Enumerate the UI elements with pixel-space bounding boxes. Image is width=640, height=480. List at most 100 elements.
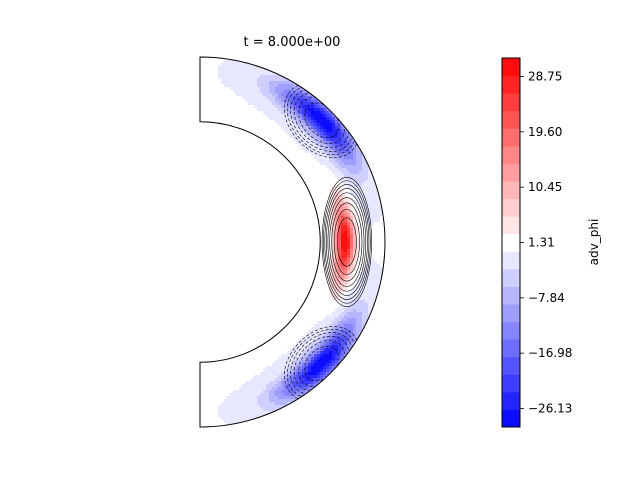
field-cell	[236, 102, 240, 106]
field-cell	[347, 210, 351, 214]
field-cell	[206, 93, 210, 97]
field-cell	[320, 123, 324, 127]
field-cell	[239, 96, 243, 100]
field-cell	[263, 345, 267, 349]
field-cell	[335, 306, 339, 310]
field-cell	[212, 120, 216, 124]
field-cell	[311, 171, 315, 175]
field-cell	[374, 222, 378, 226]
field-cell	[314, 327, 318, 331]
field-cell	[362, 285, 366, 289]
field-cell	[269, 78, 273, 82]
field-cell	[332, 303, 336, 307]
field-cell	[203, 96, 207, 100]
field-cell	[338, 306, 342, 310]
field-cell	[275, 363, 279, 367]
field-cell	[371, 234, 375, 238]
field-cell	[308, 339, 312, 343]
field-cell	[335, 357, 339, 361]
field-cell	[362, 186, 366, 190]
field-cell	[305, 333, 309, 337]
field-cell	[308, 369, 312, 373]
field-cell	[302, 369, 306, 373]
field-cell	[320, 192, 324, 196]
field-cell	[257, 372, 261, 376]
field-cell	[371, 246, 375, 250]
field-cell	[323, 117, 327, 121]
field-cell	[272, 372, 276, 376]
field-cell	[353, 228, 357, 232]
field-cell	[329, 192, 333, 196]
field-cell	[275, 411, 279, 415]
field-cell	[254, 408, 258, 412]
field-cell	[377, 258, 381, 262]
field-cell	[239, 99, 243, 103]
field-cell	[227, 87, 231, 91]
field-cell	[329, 249, 333, 253]
field-cell	[344, 228, 348, 232]
field-cell	[284, 87, 288, 91]
field-cell	[299, 348, 303, 352]
field-cell	[341, 207, 345, 211]
field-cell	[305, 93, 309, 97]
field-cell	[263, 84, 267, 88]
field-cell	[371, 264, 375, 268]
field-cell	[302, 381, 306, 385]
field-cell	[335, 228, 339, 232]
field-cell	[209, 375, 213, 379]
field-cell	[272, 348, 276, 352]
field-cell	[215, 57, 219, 61]
field-cell	[287, 360, 291, 364]
field-cell	[365, 303, 369, 307]
field-cell	[296, 390, 300, 394]
field-cell	[317, 105, 321, 109]
colorbar-swatch	[502, 163, 520, 182]
field-cell	[338, 285, 342, 289]
field-cell	[341, 357, 345, 361]
field-cell	[281, 405, 285, 409]
field-cell	[215, 375, 219, 379]
field-cell	[200, 384, 204, 388]
field-cell	[317, 375, 321, 379]
field-cell	[305, 363, 309, 367]
field-cell	[239, 111, 243, 115]
field-cell	[284, 78, 288, 82]
field-cell	[284, 342, 288, 346]
field-cell	[359, 243, 363, 247]
field-cell	[332, 294, 336, 298]
field-cell	[299, 162, 303, 166]
field-cell	[329, 261, 333, 265]
field-cell	[215, 408, 219, 412]
field-cell	[308, 291, 312, 295]
field-cell	[347, 192, 351, 196]
field-cell	[311, 384, 315, 388]
field-cell	[335, 210, 339, 214]
field-cell	[275, 108, 279, 112]
field-cell	[221, 117, 225, 121]
field-cell	[236, 396, 240, 400]
field-cell	[290, 348, 294, 352]
field-cell	[233, 381, 237, 385]
field-cell	[221, 69, 225, 73]
field-cell	[317, 171, 321, 175]
field-cell	[353, 210, 357, 214]
field-cell	[335, 363, 339, 367]
field-cell	[269, 105, 273, 109]
field-cell	[278, 336, 282, 340]
field-cell	[233, 63, 237, 67]
field-cell	[320, 177, 324, 181]
field-cell	[224, 375, 228, 379]
field-cell	[344, 195, 348, 199]
field-cell	[371, 258, 375, 262]
field-cell	[281, 351, 285, 355]
field-cell	[236, 369, 240, 373]
field-cell	[335, 231, 339, 235]
field-cell	[344, 237, 348, 241]
field-cell	[281, 336, 285, 340]
field-cell	[347, 291, 351, 295]
field-cell	[245, 66, 249, 70]
field-cell	[332, 264, 336, 268]
field-cell	[338, 204, 342, 208]
field-cell	[260, 417, 264, 421]
field-cell	[323, 150, 327, 154]
